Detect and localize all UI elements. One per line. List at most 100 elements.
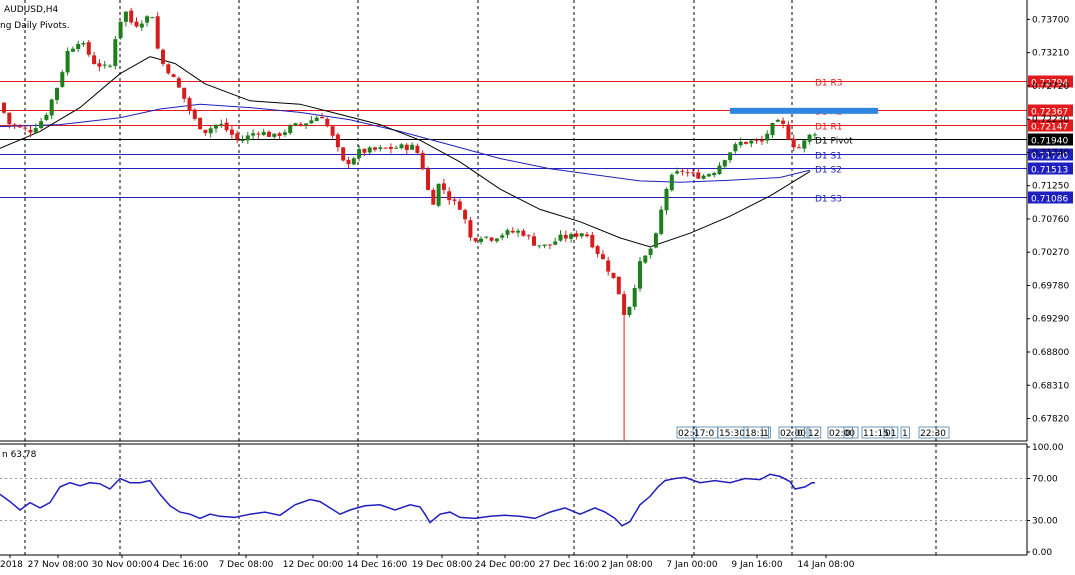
pivot-label: D1 S2: [815, 166, 842, 176]
session-label: 12: [808, 429, 819, 439]
session-label-box: [717, 426, 749, 439]
candle-bear: [192, 109, 197, 119]
candle-bear: [388, 146, 393, 149]
candle-bull: [139, 23, 144, 28]
candle-bear: [23, 127, 28, 129]
candle-bull: [542, 244, 547, 246]
pivot-price-tag: [1028, 104, 1073, 117]
price-tick-label: 0.68800: [1032, 348, 1069, 358]
time-tick-label: 9 Jan 16:00: [731, 560, 783, 570]
pivot-price-label: 0.72367: [1031, 108, 1068, 118]
time-tick-label: 12 Dec 00:00: [283, 560, 344, 570]
pivot-price-tag: [1028, 148, 1073, 161]
candle-bull: [770, 123, 775, 136]
candle-bear: [166, 64, 171, 74]
candle-bear: [447, 191, 452, 201]
candle-bull: [664, 188, 669, 211]
session-label: 02:00: [780, 429, 806, 439]
session-label-box: [900, 426, 910, 439]
pivot-label: D1 Pivot: [815, 137, 853, 147]
candle-bear: [473, 238, 478, 242]
candle-bull: [807, 134, 812, 142]
candle-bear: [521, 230, 526, 236]
candle-bull: [394, 147, 399, 149]
pivot-label: D1 S1: [815, 152, 842, 162]
candle-bear: [335, 134, 340, 148]
candle-bull: [245, 135, 250, 141]
candle-bear: [12, 124, 17, 126]
candle-bull: [208, 128, 213, 134]
candle-bear: [320, 117, 324, 119]
candle-bear: [415, 145, 420, 153]
candle-bear: [298, 123, 303, 125]
rsi-tick-label: 30.00: [1032, 517, 1058, 527]
candle-bull: [516, 230, 521, 233]
candle-bull: [81, 43, 86, 45]
candlesticks: [2, 7, 817, 441]
candle-bear: [171, 74, 176, 78]
candle-bear: [452, 199, 457, 201]
price-tick-label: 0.69780: [1032, 281, 1069, 291]
candle-bear: [680, 170, 685, 172]
price-tick-label: 0.70270: [1032, 248, 1069, 258]
ma-black-line: [0, 56, 811, 248]
price-axis: 0.73700 0.73210 0.72720 0.72230 0.71740 0.712…: [0, 0, 1069, 556]
candle-bear: [97, 63, 102, 67]
candle-bull: [410, 144, 415, 150]
candle-bull: [627, 306, 632, 316]
candle-bull: [638, 261, 642, 289]
candle-bear: [362, 148, 367, 153]
pivot-price-tag: [1028, 191, 1073, 204]
candle-bear: [7, 112, 12, 125]
candle-bear: [457, 201, 462, 210]
candle-bear: [155, 16, 160, 49]
candle-bull: [706, 174, 711, 177]
candle-bull: [145, 16, 150, 23]
candle-bull: [569, 234, 574, 239]
session-label: 01: [885, 429, 896, 439]
candle-bear: [441, 183, 446, 190]
candle-bear: [786, 124, 791, 140]
candle-bull: [214, 124, 218, 129]
candle-bull: [537, 245, 542, 247]
candle-bear: [224, 122, 229, 131]
pivot-price-tag: [1028, 75, 1073, 88]
pivot-price-label: 0.71086: [1031, 195, 1068, 205]
candle-bull: [65, 50, 70, 73]
ma-blue-line: [0, 103, 811, 183]
candle-bear: [547, 244, 552, 246]
candle-bull: [484, 236, 489, 238]
candle-bear: [685, 172, 690, 174]
candle-bear: [161, 49, 165, 64]
session-label: 15:30: [719, 429, 745, 439]
candle-bull: [738, 141, 743, 146]
candle-bull: [717, 165, 722, 175]
indicator-label: ng Daily Pivots.: [0, 21, 70, 31]
candle-bear: [2, 102, 6, 113]
candle-bull: [314, 117, 319, 122]
session-label: 22:30: [920, 429, 946, 439]
candle-bear: [176, 78, 181, 88]
candle-bear: [182, 87, 187, 99]
candle-bull: [351, 158, 356, 165]
rsi-tick-label: 100.00: [1032, 443, 1064, 453]
candle-bull: [378, 147, 383, 150]
time-tick-label: 24 Dec 00:00: [475, 560, 536, 570]
session-label: 0: [845, 429, 851, 439]
time-tick-label: 14 Dec 16:00: [347, 560, 408, 570]
candle-bear: [622, 294, 627, 315]
price-tick-label: 0.73210: [1032, 49, 1069, 59]
pivot-price-label: 0.72147: [1031, 123, 1068, 133]
session-label: 02:00: [829, 429, 855, 439]
candle-bear: [86, 42, 91, 55]
candle-bear: [791, 138, 796, 148]
candle-bear: [92, 55, 97, 65]
candle-bear: [759, 140, 764, 142]
candle-bull: [722, 160, 727, 167]
candle-bull: [653, 233, 658, 248]
candle-bear: [590, 234, 595, 248]
candle-bear: [691, 172, 695, 174]
candle-bull: [357, 149, 362, 158]
